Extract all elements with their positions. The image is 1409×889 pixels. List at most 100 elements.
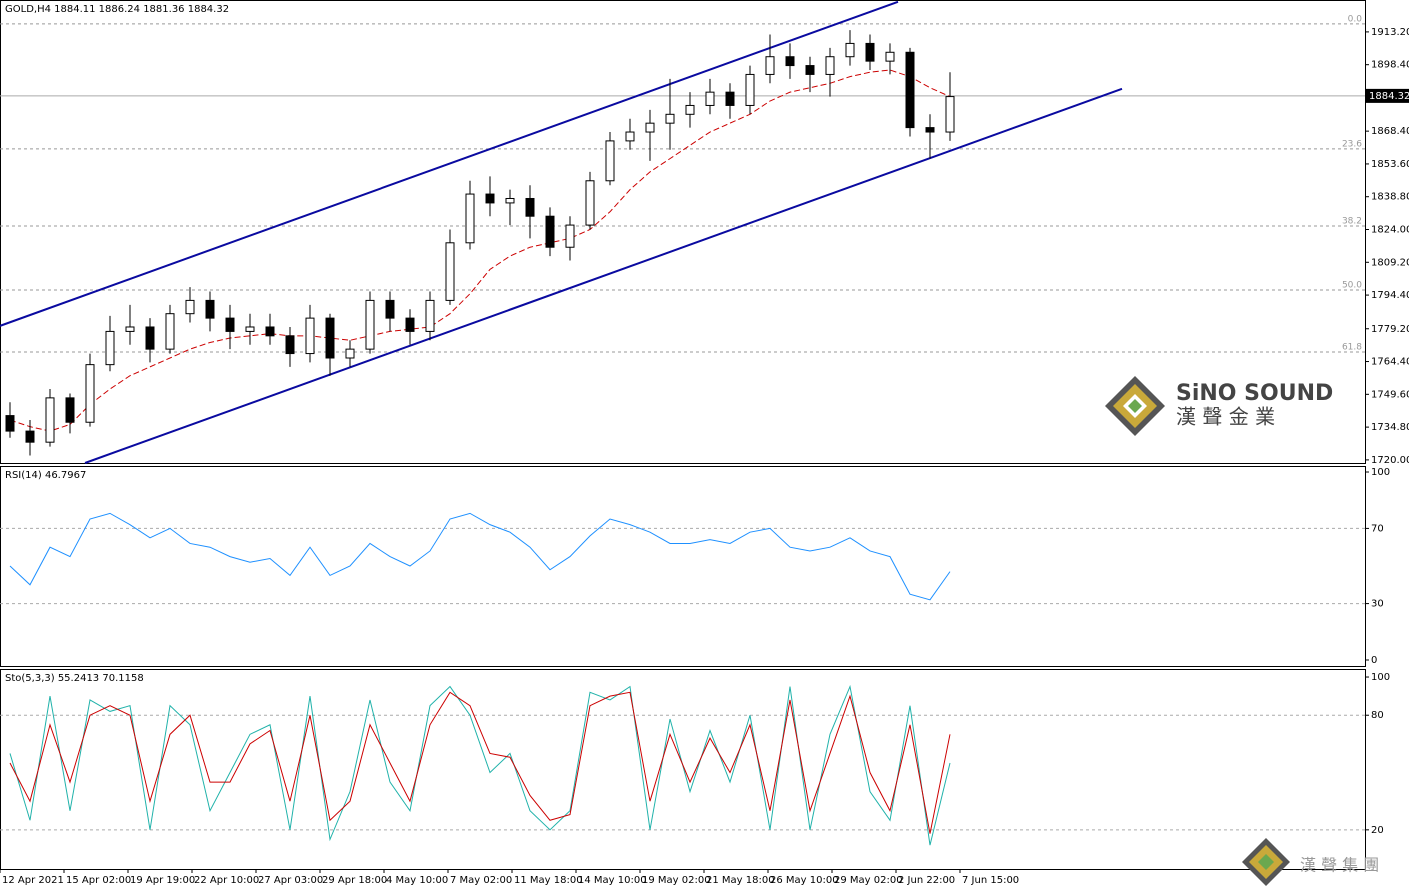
- candle-body: [185, 299, 195, 315]
- candle-body: [605, 140, 615, 182]
- y-tick-label: 100: [1371, 467, 1390, 478]
- candle-body: [945, 96, 955, 133]
- candle-body: [25, 430, 35, 443]
- x-tick-label: 2 Jun 22:00: [898, 875, 955, 886]
- panel-title: GOLD,H4 1884.11 1886.24 1881.36 1884.32: [5, 4, 229, 15]
- candle-body: [225, 317, 235, 332]
- candle-body: [725, 91, 735, 106]
- candle-body: [645, 122, 655, 133]
- candle-body: [105, 330, 115, 366]
- x-tick-label: 12 Apr 2021: [2, 875, 64, 886]
- stoch-panel: [0, 669, 1366, 870]
- x-tick-label: 19 May 02:00: [642, 875, 711, 886]
- brand-chinese: 漢 聲 金 業: [1176, 405, 1275, 429]
- fib-label: 50.0: [1342, 280, 1362, 290]
- candle-body: [925, 127, 935, 133]
- candle-body: [385, 299, 395, 319]
- candle-body: [365, 299, 375, 350]
- y-tick-label: 1853.60: [1371, 159, 1409, 170]
- candle-body: [885, 51, 895, 62]
- candle-body: [285, 335, 295, 355]
- candle-body: [125, 326, 135, 332]
- x-tick-label: 29 Apr 18:00: [322, 875, 387, 886]
- candle-body: [525, 197, 535, 217]
- y-tick-label: 1720.00: [1371, 455, 1409, 466]
- candle-body: [625, 131, 635, 142]
- channel-line: [0, 0, 899, 327]
- y-tick-label: 1764.40: [1371, 357, 1409, 368]
- y-tick-label: 0: [1371, 655, 1377, 666]
- candle-body: [485, 193, 495, 204]
- candle-body: [785, 56, 795, 67]
- x-tick-label: 7 May 02:00: [450, 875, 512, 886]
- candle-body: [425, 299, 435, 332]
- moving-average: [9, 69, 951, 432]
- y-tick-label: 20: [1371, 825, 1384, 836]
- candle-body: [265, 326, 275, 337]
- panel-title: RSI(14) 46.7967: [5, 470, 86, 481]
- watermark-logo: SiNO SOUND 漢 聲 金 業: [1105, 376, 1333, 436]
- candle-body: [825, 56, 835, 75]
- x-tick-label: 14 May 10:00: [578, 875, 647, 886]
- y-tick-label: 1779.20: [1371, 324, 1409, 335]
- indicator-line: [9, 684, 951, 846]
- candle-body: [745, 73, 755, 106]
- y-tick-label: 30: [1371, 599, 1384, 610]
- candle-body: [905, 51, 915, 129]
- footer-logo: 漢 聲 集 團: [1242, 838, 1379, 886]
- candle-body: [505, 197, 515, 204]
- y-tick-label: 1809.20: [1371, 257, 1409, 268]
- indicator-line: [9, 512, 951, 601]
- x-tick-label: 4 May 10:00: [386, 875, 448, 886]
- candle-body: [45, 397, 55, 443]
- x-tick-label: 21 May 18:00: [706, 875, 775, 886]
- x-tick-label: 22 Apr 10:00: [194, 875, 259, 886]
- y-tick-label: 70: [1371, 523, 1384, 534]
- candle-body: [325, 317, 335, 359]
- candle-body: [85, 364, 95, 423]
- y-tick-label: 80: [1371, 710, 1384, 721]
- candle-body: [665, 113, 675, 124]
- candle-body: [465, 193, 475, 244]
- last-price-box: [1366, 88, 1409, 103]
- x-tick-label: 7 Jun 15:00: [962, 875, 1019, 886]
- y-tick-label: 1734.80: [1371, 422, 1409, 433]
- panel-title: Sto(5,3,3) 55.2413 70.1158: [5, 673, 144, 684]
- candle-body: [765, 56, 775, 75]
- y-tick-label: 1824.00: [1371, 225, 1409, 236]
- candle-body: [685, 104, 695, 115]
- candle-body: [445, 242, 455, 301]
- candle-body: [545, 215, 555, 248]
- candle-body: [205, 299, 215, 319]
- candle-body: [305, 317, 315, 355]
- fib-label: 38.2: [1342, 216, 1362, 226]
- y-tick-label: 1913.20: [1371, 27, 1409, 38]
- y-tick-label: 1868.40: [1371, 126, 1409, 137]
- candle-body: [145, 326, 155, 350]
- y-tick-label: 1838.80: [1371, 192, 1409, 203]
- y-tick-label: 100: [1371, 672, 1390, 683]
- y-tick-label: 1794.40: [1371, 290, 1409, 301]
- y-tick-label: 1749.60: [1371, 389, 1409, 400]
- y-tick-label: 1898.40: [1371, 60, 1409, 71]
- candle-body: [165, 313, 175, 350]
- candle-body: [805, 65, 815, 75]
- channel-line: [84, 87, 1123, 464]
- footer-text: 漢 聲 集 團: [1300, 856, 1379, 875]
- candle-body: [65, 397, 75, 423]
- brand-name: SiNO SOUND: [1176, 381, 1333, 406]
- x-tick-label: 15 Apr 02:00: [66, 875, 131, 886]
- candle-body: [345, 348, 355, 359]
- last-price-label: 1884.32: [1369, 91, 1409, 102]
- candle-body: [705, 91, 715, 106]
- x-tick-label: 19 Apr 19:00: [130, 875, 195, 886]
- x-tick-label: 27 Apr 03:00: [258, 875, 323, 886]
- indicator-line: [9, 691, 951, 834]
- candle-body: [5, 415, 15, 432]
- x-tick-label: 26 May 10:00: [770, 875, 839, 886]
- candle-body: [405, 317, 415, 332]
- candle-body: [845, 42, 855, 58]
- candle-body: [865, 42, 875, 62]
- price-panel: [0, 0, 1366, 464]
- x-tick-label: 29 May 02:00: [834, 875, 903, 886]
